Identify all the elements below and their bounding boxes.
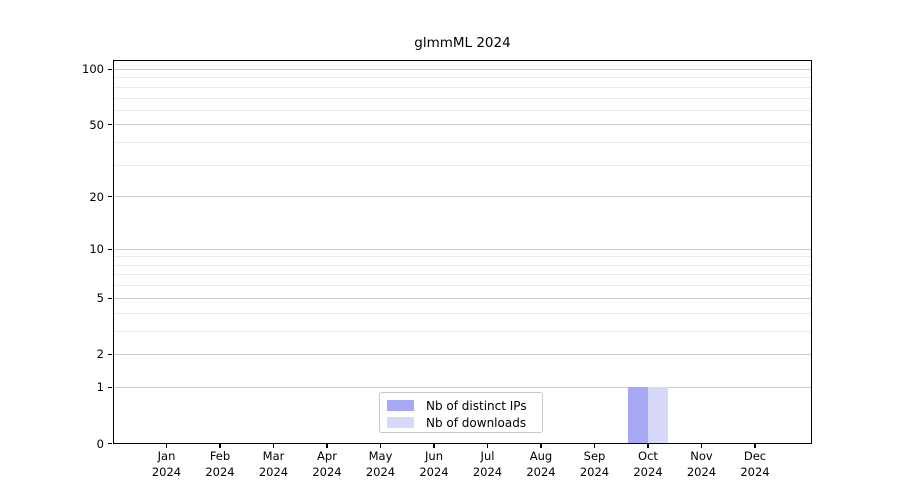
gridline-major (113, 353, 812, 355)
x-tick-label: Jan 2024 (137, 449, 197, 480)
x-tick-label: Jun 2024 (404, 449, 464, 480)
x-axis-tick (379, 443, 382, 448)
gridline-minor (113, 312, 812, 314)
x-tick-label-line: 2024 (472, 464, 503, 479)
legend-label: Nb of distinct IPs (426, 398, 527, 413)
x-tick-label-line: Nov (690, 449, 713, 463)
legend-row: Nb of downloads (387, 414, 542, 431)
gridline-minor (113, 256, 812, 258)
x-tick-label: Aug 2024 (511, 449, 571, 480)
gridline-minor (113, 109, 812, 111)
y-axis-tick (108, 124, 112, 126)
x-tick-label-line: 2024 (740, 464, 770, 479)
x-tick-label-line: Jan (157, 449, 176, 463)
x-tick-label-line: May (368, 449, 393, 463)
x-axis-tick (593, 443, 596, 448)
x-axis-tick (433, 443, 435, 448)
chart-title: glmmML 2024 (414, 35, 511, 51)
x-tick-label: Oct 2024 (618, 449, 678, 480)
x-axis-tick (540, 443, 542, 448)
legend: Nb of distinct IPs Nb of downloads (379, 392, 543, 433)
gridline-minor (113, 274, 812, 276)
y-tick-label: 0 (96, 436, 104, 451)
x-tick-label-line: 2024 (419, 464, 449, 479)
x-axis-tick (647, 443, 649, 448)
bar-distinct-ips (628, 387, 648, 444)
x-tick-label-line: Dec (743, 449, 767, 463)
x-tick-label-line: Apr (317, 449, 337, 463)
x-tick-label-line: Mar (262, 449, 285, 463)
y-tick-label: 1 (96, 380, 104, 395)
y-tick-label: 5 (96, 291, 104, 306)
y-axis-tick (108, 196, 112, 198)
gridline-minor (113, 264, 812, 266)
x-tick-label: May 2024 (351, 449, 411, 480)
y-axis-tick (108, 68, 112, 71)
gridline-major (113, 386, 812, 388)
y-tick-label: 100 (82, 62, 104, 77)
y-axis-tick (108, 353, 112, 356)
x-axis-tick (700, 443, 703, 448)
gridline-major (113, 297, 812, 299)
gridline-minor (113, 86, 812, 88)
gridline-minor (113, 77, 812, 79)
x-tick-label: Jul 2024 (458, 449, 518, 480)
gridline-minor (113, 285, 812, 287)
x-tick-label-line: 2024 (365, 464, 396, 479)
gridline-minor (113, 164, 812, 166)
x-tick-label-line: 2024 (579, 464, 610, 479)
y-axis-tick (108, 248, 112, 250)
x-tick-label-line: 2024 (633, 464, 663, 479)
x-tick-label-line: 2024 (686, 464, 717, 479)
gridline-major (113, 248, 812, 250)
x-tick-label: Sep 2024 (565, 449, 625, 480)
x-tick-label: Apr 2024 (297, 449, 357, 480)
x-tick-label-line: Aug (529, 449, 553, 463)
x-tick-label-line: Sep (583, 449, 606, 463)
x-tick-label-line: Oct (638, 449, 658, 463)
y-tick-label: 50 (89, 117, 104, 132)
x-tick-label-line: 2024 (205, 464, 235, 479)
x-axis-tick (272, 443, 275, 448)
y-tick-label: 2 (96, 347, 104, 362)
y-axis-tick (108, 386, 112, 388)
legend-label: Nb of downloads (426, 415, 527, 430)
x-axis-tick (754, 443, 756, 448)
x-tick-label-line: Jul (480, 449, 495, 463)
gridline-minor (113, 330, 812, 332)
legend-swatch-icon (387, 400, 414, 411)
y-tick-label: 10 (89, 242, 104, 257)
x-tick-label: Mar 2024 (244, 449, 304, 480)
x-axis-tick (326, 443, 328, 448)
x-axis-tick (486, 443, 489, 448)
gridline-major (113, 124, 812, 126)
y-tick-label: 20 (89, 189, 104, 204)
x-axis-tick (165, 443, 168, 448)
x-tick-label-line: 2024 (258, 464, 289, 479)
x-tick-label: Dec 2024 (725, 449, 785, 480)
gridline-major (113, 196, 812, 198)
gridline-minor (113, 142, 812, 144)
bar-downloads (648, 387, 668, 444)
gridline-major (113, 68, 812, 70)
x-tick-label-line: Jun (425, 449, 443, 463)
legend-row: Nb of distinct IPs (387, 397, 542, 414)
legend-swatch-icon (387, 417, 414, 428)
x-tick-label-line: 2024 (312, 464, 342, 479)
x-tick-label: Feb 2024 (190, 449, 250, 480)
gridline-minor (113, 97, 812, 99)
x-tick-label-line: Feb (209, 449, 231, 463)
x-axis-tick (219, 443, 221, 448)
x-tick-label-line: 2024 (526, 464, 556, 479)
y-axis-tick (108, 297, 112, 299)
y-axis-tick (108, 442, 112, 445)
x-tick-label: Nov 2024 (672, 449, 732, 480)
x-tick-label-line: 2024 (151, 464, 182, 479)
